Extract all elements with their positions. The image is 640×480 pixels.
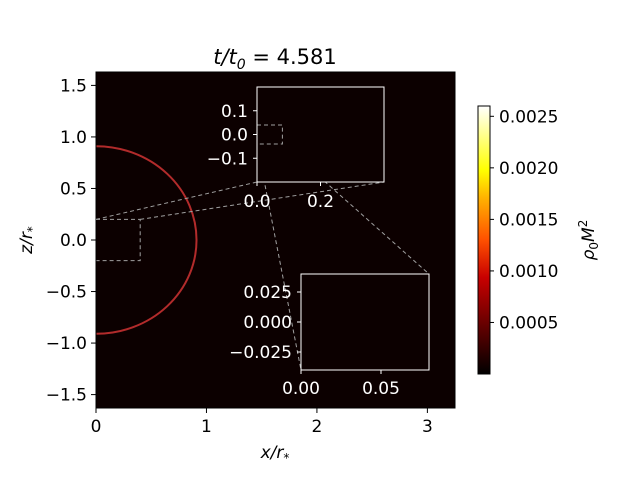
inset-large-x-ticks: 0.0 0.2 — [243, 182, 334, 212]
inset-small-x-tick-label: 0.00 — [282, 379, 320, 399]
main-y-tick-label: −1.0 — [46, 334, 87, 354]
inset-small: 0.00 0.05 0.025 0.000 −0.025 — [229, 273, 430, 399]
y-axis-label-main: z/r — [17, 231, 37, 255]
inset-large-field — [257, 87, 384, 182]
colorbar-tick-label: 0.0025 — [499, 107, 558, 127]
main-y-tick-label: 1.5 — [60, 76, 87, 96]
title-value: = 4.581 — [246, 45, 337, 69]
colorbar-ticks: 0.0005 0.0010 0.0015 0.0020 0.0025 — [490, 107, 558, 333]
colorbar-tick-label: 0.0015 — [499, 210, 558, 230]
main-y-tick-label: 1.0 — [60, 128, 87, 148]
main-y-tick-label: 0.5 — [60, 179, 87, 199]
colorbar-frame — [477, 105, 491, 375]
y-axis-label-sub: * — [25, 226, 39, 232]
colorbar-tick-label: 0.0020 — [499, 159, 558, 179]
colorbar-gradient — [478, 106, 490, 374]
inset-large-y-ticks: 0.1 0.0 −0.1 — [207, 102, 257, 169]
colorbar-tick-label: 0.0010 — [499, 262, 558, 282]
colorbar-label-main: ρ — [579, 249, 599, 260]
colorbar-tick-label: 0.0005 — [499, 313, 558, 333]
inset-large: 0.0 0.2 0.1 0.0 −0.1 — [207, 86, 385, 212]
colorbar-label-rest: M — [579, 227, 599, 242]
inset-small-y-tick-label: 0.000 — [243, 313, 292, 333]
main-y-tick-label: 0.0 — [60, 231, 87, 251]
inset-small-x-ticks: 0.00 0.05 — [282, 370, 400, 399]
main-x-ticks: 0 1 2 3 — [91, 408, 433, 437]
inset-small-y-tick-label: −0.025 — [229, 343, 292, 363]
x-axis-label-sub: * — [283, 451, 289, 465]
inset-small-field — [301, 274, 429, 370]
inset-large-x-tick-label: 0.0 — [243, 192, 270, 212]
star-boundary-arc — [96, 145, 198, 335]
inset-large-y-tick-label: 0.1 — [221, 102, 248, 122]
chart-title: t/t0 = 4.581 — [213, 45, 337, 73]
x-axis-label: x/r* — [260, 443, 290, 465]
main-y-ticks: 1.5 1.0 0.5 0.0 −0.5 −1.0 −1.5 — [46, 76, 96, 406]
inset-large-y-tick-label: −0.1 — [207, 149, 248, 169]
inset-small-y-tick-label: 0.025 — [243, 283, 292, 303]
title-main: t/t — [213, 45, 237, 69]
main-x-tick-label: 0 — [91, 417, 102, 437]
main-x-tick-label: 3 — [422, 417, 433, 437]
y-axis-label: z/r* — [17, 226, 39, 255]
inset-large-x-tick-label: 0.2 — [307, 192, 334, 212]
zoom-connector-line — [140, 181, 385, 220]
main-x-tick-label: 1 — [201, 417, 212, 437]
inset-small-y-ticks: 0.025 0.000 −0.025 — [229, 283, 301, 363]
main-y-tick-label: −1.5 — [46, 386, 87, 406]
colorbar-label-sup: 2 — [576, 220, 590, 228]
colorbar-label-sub: 0 — [587, 242, 601, 250]
inset-large-y-tick-label: 0.0 — [221, 126, 248, 146]
title-subscript: 0 — [237, 57, 246, 73]
inset-small-x-tick-label: 0.05 — [362, 379, 400, 399]
main-x-tick-label: 2 — [312, 417, 323, 437]
colorbar: 0.0005 0.0010 0.0015 0.0020 0.0025 ρ0M2 — [477, 105, 601, 375]
main-y-tick-label: −0.5 — [46, 283, 87, 303]
zoom-connector-line — [282, 143, 430, 275]
x-axis-label-main: x/r — [260, 443, 285, 463]
colorbar-label: ρ0M2 — [576, 220, 601, 261]
